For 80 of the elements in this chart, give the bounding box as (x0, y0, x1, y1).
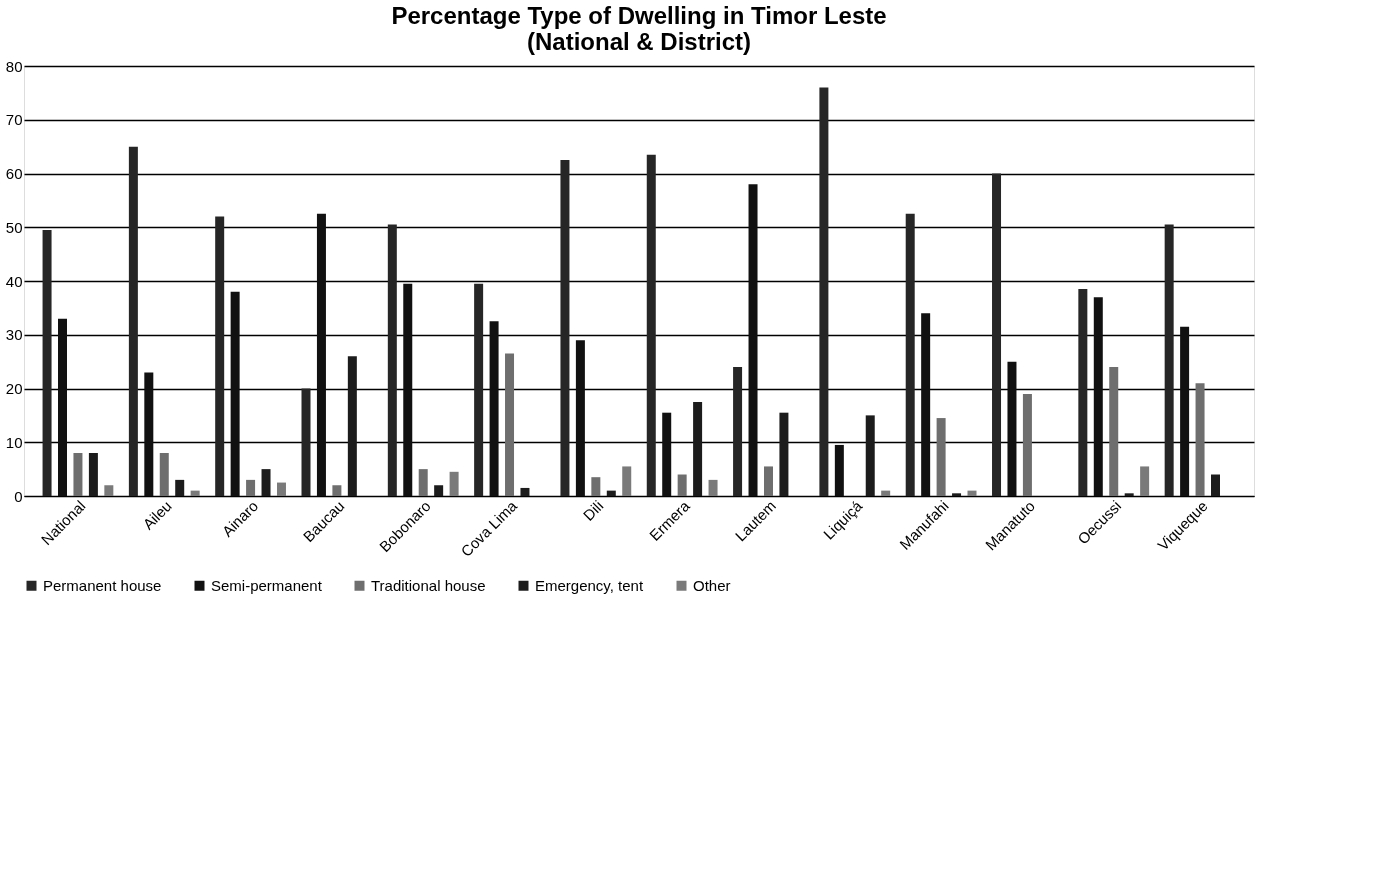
bar (190, 490, 200, 496)
bar (104, 485, 114, 496)
bar (819, 87, 829, 496)
bar (905, 213, 915, 496)
legend-label: Permanent house (43, 576, 162, 594)
bar (387, 224, 397, 496)
bar (967, 490, 977, 496)
bar (505, 353, 515, 496)
bar (246, 479, 256, 496)
y-tick-label: 10 (5, 433, 23, 451)
bar (779, 412, 789, 496)
text: Percentage Type of Dwelling in Timor Leste (391, 2, 887, 29)
bar (1211, 474, 1220, 496)
legend-label: Traditional house (371, 576, 486, 594)
bar (1093, 297, 1103, 496)
y-tick-label: 20 (5, 380, 23, 397)
bar (881, 490, 891, 496)
bar (88, 453, 98, 496)
bar (936, 418, 946, 496)
bar (662, 412, 672, 496)
bar (520, 487, 530, 496)
bar (474, 283, 484, 496)
bar (434, 485, 444, 496)
bar (992, 173, 1002, 496)
bar (677, 474, 687, 496)
y-tick-label: 50 (5, 218, 23, 236)
y-tick-label: 80 (5, 57, 23, 75)
bar (403, 283, 413, 496)
bar (733, 367, 743, 496)
bar (1164, 224, 1174, 496)
bar (215, 216, 225, 496)
bar (489, 321, 499, 496)
bar (159, 453, 169, 496)
x-tick-label: Dili (579, 497, 607, 524)
bar (58, 318, 67, 496)
bar (449, 471, 459, 496)
y-tick-label: 40 (5, 272, 23, 290)
legend-label: Semi-permanent (211, 576, 323, 594)
bar (591, 477, 601, 496)
bar (418, 469, 428, 496)
bar (332, 485, 342, 496)
bar (316, 213, 326, 496)
bar (865, 415, 875, 496)
bar (1180, 326, 1190, 496)
bar (952, 493, 962, 496)
bar (347, 356, 357, 496)
y-tick-label: 0 (14, 487, 23, 505)
y-tick-label: 30 (5, 326, 23, 344)
bar (1007, 361, 1017, 496)
bar (276, 482, 286, 496)
bar (834, 444, 844, 496)
bar (693, 401, 703, 496)
bar (646, 154, 656, 496)
bar (1124, 493, 1134, 496)
bar (622, 466, 632, 496)
bar (144, 372, 154, 496)
bar (128, 146, 138, 496)
bar (1078, 289, 1088, 496)
bar (261, 469, 271, 496)
bar (575, 340, 585, 496)
bar (42, 229, 52, 496)
bar (1022, 393, 1032, 496)
bar (921, 313, 931, 496)
bar (708, 479, 718, 496)
bar (1195, 383, 1205, 496)
bar (1140, 466, 1150, 496)
bar (175, 479, 185, 496)
bar (560, 160, 570, 496)
bar (748, 184, 758, 496)
bar (606, 490, 616, 496)
bar (230, 291, 240, 496)
bar (301, 388, 311, 496)
y-tick-label: 60 (5, 165, 23, 182)
bar (763, 466, 773, 496)
bar (1109, 367, 1119, 496)
y-tick-label: 70 (5, 111, 23, 129)
bar (73, 453, 83, 496)
legend-label: Other (693, 576, 731, 594)
legend-label: Emergency, tent (535, 576, 644, 594)
text: (National & District) (526, 28, 752, 55)
